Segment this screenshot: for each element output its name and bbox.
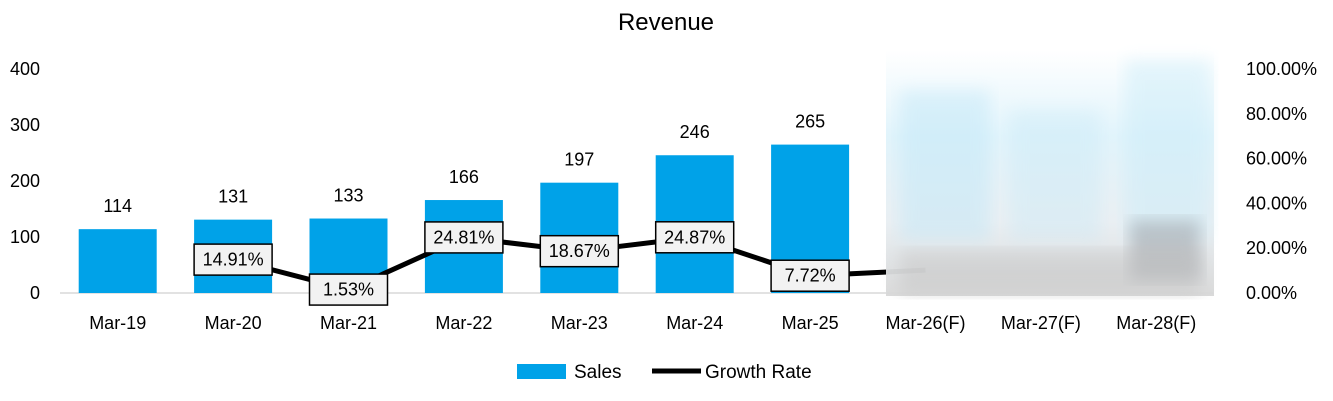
growth-data-label: 24.87% xyxy=(654,221,735,254)
legend-growth-label: Growth Rate xyxy=(705,362,812,383)
y-left-tick-label: 100 xyxy=(10,227,40,247)
chart-title: Revenue xyxy=(618,9,714,36)
sales-data-label: 133 xyxy=(333,186,363,206)
growth-label-box xyxy=(654,221,735,254)
growth-label-box xyxy=(539,234,620,268)
x-tick-label: Mar-28(F) xyxy=(1116,313,1196,333)
sales-data-labels: 114 131 133 166 197 246 265 xyxy=(103,112,825,217)
sales-data-label: 131 xyxy=(218,187,248,207)
growth-label-text: 24.87% xyxy=(664,227,725,247)
x-tick-label: Mar-23 xyxy=(551,313,608,333)
growth-label-text: 24.81% xyxy=(433,227,494,247)
growth-label-box xyxy=(424,221,504,254)
y-right-tick-label: 80.00% xyxy=(1246,104,1307,124)
sales-data-label: 197 xyxy=(564,150,594,170)
y-left-tick-label: 400 xyxy=(10,59,40,79)
growth-label-text: 14.91% xyxy=(203,250,264,270)
y-left-tick-label: 0 xyxy=(30,283,40,303)
growth-label-text: 1.53% xyxy=(323,280,374,300)
y-right-tick-label: 20.00% xyxy=(1246,238,1307,258)
x-tick-label: Mar-27(F) xyxy=(1001,313,1081,333)
legend-sales-label: Sales xyxy=(574,362,622,383)
sales-bar xyxy=(78,229,157,293)
growth-label-text: 7.72% xyxy=(785,266,836,286)
sales-data-label: 114 xyxy=(103,196,132,216)
y-right-tick-label: 0.00% xyxy=(1246,283,1297,303)
x-tick-label: Mar-24 xyxy=(666,313,723,333)
y-left-tick-label: 200 xyxy=(10,171,40,191)
y-left-tick-label: 300 xyxy=(10,115,40,135)
growth-label-text: 18.67% xyxy=(549,241,610,261)
growth-label-box xyxy=(193,243,273,276)
x-tick-label: Mar-22 xyxy=(435,313,492,333)
growth-data-label: 24.81% xyxy=(424,221,504,254)
x-axis: Mar-19 Mar-20 Mar-21 Mar-22 Mar-23 Mar-24 Mar-… xyxy=(89,313,1196,333)
y-axis-left: 0 100 200 300 400 xyxy=(10,59,40,303)
forecast-obscured-region xyxy=(886,50,1214,296)
x-tick-label: Mar-19 xyxy=(89,313,146,333)
x-tick-label: Mar-25 xyxy=(782,313,839,333)
sales-data-label: 246 xyxy=(680,122,710,142)
growth-data-label: 7.72% xyxy=(770,259,850,292)
y-right-tick-label: 100.00% xyxy=(1246,59,1317,79)
growth-rate-labels: 14.91% 1.53% 24.81% 18.67% 24.87% 7.72% xyxy=(193,221,850,306)
x-tick-label: Mar-20 xyxy=(205,313,262,333)
growth-data-label: 18.67% xyxy=(539,234,620,268)
growth-data-label: 14.91% xyxy=(193,243,273,276)
growth-label-box xyxy=(770,259,850,292)
legend-sales-swatch xyxy=(517,364,566,379)
growth-label-box xyxy=(308,273,389,306)
growth-data-label: 1.53% xyxy=(308,273,389,306)
y-axis-right: 0.00% 20.00% 40.00% 60.00% 80.00% 100.00% xyxy=(1246,59,1317,303)
legend: Sales Growth Rate xyxy=(517,362,812,383)
y-right-tick-label: 40.00% xyxy=(1246,193,1307,213)
sales-data-label: 265 xyxy=(795,112,825,132)
x-tick-label: Mar-21 xyxy=(320,313,377,333)
x-tick-label: Mar-26(F) xyxy=(886,313,966,333)
sales-data-label: 166 xyxy=(449,167,479,187)
y-right-tick-label: 60.00% xyxy=(1246,149,1307,169)
